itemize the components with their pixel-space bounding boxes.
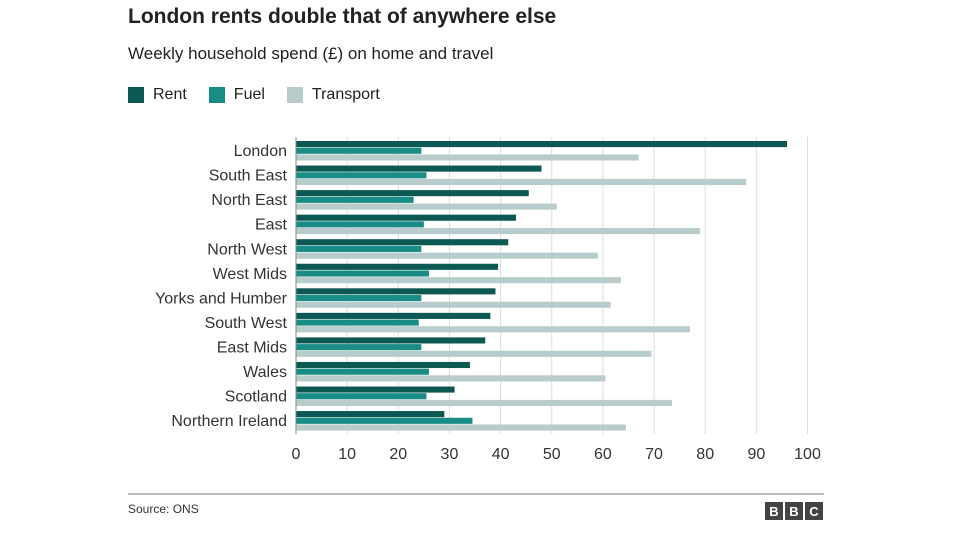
bar-fuel (296, 393, 427, 400)
bbc-logo: B B C (765, 502, 823, 520)
bar-rent (296, 263, 499, 270)
bar-fuel (296, 196, 414, 203)
x-tick-label: 60 (594, 446, 612, 463)
category-label: East Mids (217, 339, 287, 356)
bar-transport (296, 154, 639, 161)
category-label: Scotland (225, 389, 287, 406)
bar-transport (296, 375, 606, 382)
bar-rent (296, 239, 509, 246)
category-label: Yorks and Humber (155, 290, 288, 307)
category-label: North West (207, 241, 287, 258)
bar-rent (296, 312, 491, 319)
bbc-logo-letter: C (805, 502, 823, 520)
chart-title: London rents double that of anywhere els… (128, 5, 557, 28)
source-note: Source: ONS (128, 502, 199, 516)
bar-transport (296, 399, 672, 406)
x-tick-label: 90 (747, 446, 765, 463)
x-tick-label: 80 (696, 446, 714, 463)
bbc-logo-letter: B (765, 502, 783, 520)
bar-rent (296, 214, 516, 221)
bar-rent (296, 337, 486, 344)
bar-fuel (296, 221, 424, 228)
category-label: South West (205, 315, 288, 332)
legend-swatch-transport (286, 87, 303, 103)
x-tick-label: 70 (645, 446, 663, 463)
category-label: London (234, 143, 287, 160)
category-label: Wales (243, 364, 287, 381)
bar-rent (296, 361, 470, 369)
chart-subtitle: Weekly household spend (£) on home and t… (128, 44, 494, 63)
legend-item-transport: Transport (286, 86, 380, 104)
bar-rent (296, 386, 455, 393)
bar-transport (296, 252, 598, 259)
bar-rent (296, 190, 529, 197)
bar-transport (296, 277, 621, 284)
x-tick-label: 40 (492, 446, 510, 463)
bar-rent (296, 288, 496, 295)
legend: Rent Fuel Transport (128, 86, 402, 104)
category-label: Northern Ireland (171, 413, 287, 430)
legend-swatch-rent (128, 87, 144, 103)
bar-transport (296, 228, 701, 235)
bar-fuel (296, 368, 429, 375)
legend-swatch-fuel (208, 87, 225, 103)
bar-transport (296, 424, 626, 431)
bbc-logo-letter: B (785, 502, 803, 520)
bar-fuel (296, 147, 422, 154)
bar-fuel (296, 270, 429, 277)
bar-fuel (296, 172, 427, 179)
bar-rent (296, 165, 542, 172)
category-label: West Mids (213, 266, 287, 283)
legend-item-fuel: Fuel (208, 86, 265, 104)
bar-fuel (296, 319, 419, 326)
x-tick-label: 20 (389, 446, 407, 463)
category-label: East (255, 217, 288, 234)
legend-label-fuel: Fuel (233, 86, 265, 103)
bar-transport (296, 326, 690, 333)
bar-fuel (296, 417, 473, 424)
x-tick-label: 30 (441, 446, 459, 463)
x-tick-label: 50 (543, 446, 561, 463)
bar-transport (296, 203, 557, 210)
footer-divider (128, 493, 824, 495)
category-label: South East (209, 168, 288, 185)
bar-fuel (296, 245, 422, 252)
bar-transport (296, 350, 652, 357)
legend-label-transport: Transport (311, 86, 380, 103)
x-tick-label: 100 (794, 446, 821, 463)
bar-fuel (296, 344, 422, 351)
bar-fuel (296, 295, 422, 302)
bar-rent (296, 411, 445, 418)
bar-transport (296, 301, 611, 308)
x-tick-label: 10 (338, 446, 356, 463)
bar-rent (296, 141, 788, 148)
legend-item-rent: Rent (128, 86, 187, 104)
x-tick-label: 0 (292, 446, 301, 463)
bar-transport (296, 178, 747, 186)
category-label: North East (211, 192, 287, 209)
legend-label-rent: Rent (153, 86, 187, 103)
